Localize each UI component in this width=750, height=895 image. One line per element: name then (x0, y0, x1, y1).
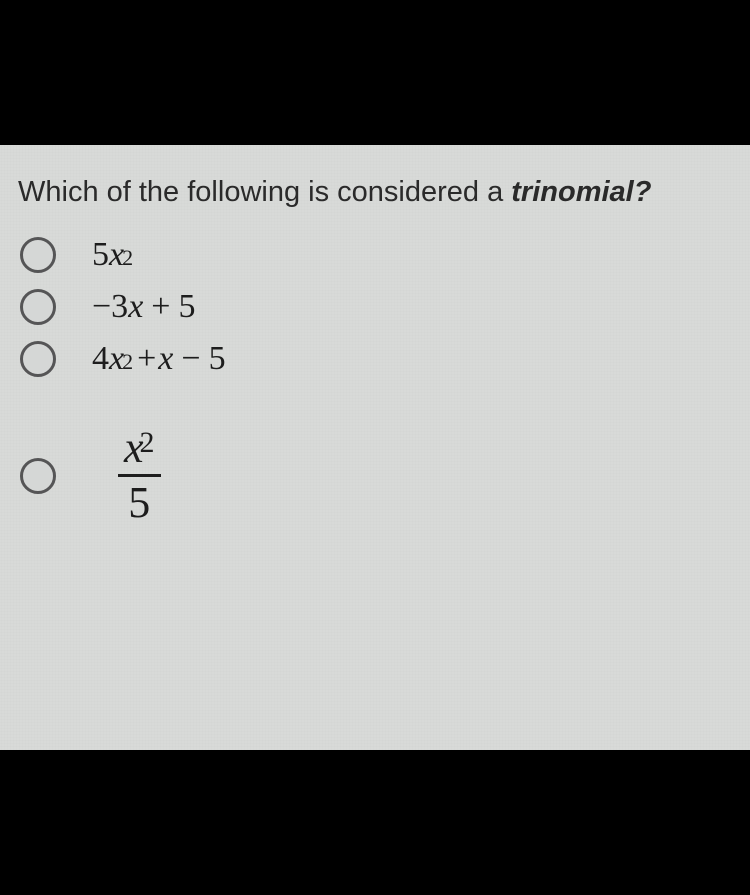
coef: 4 (92, 340, 109, 378)
plus-op: + (137, 340, 156, 378)
radio-button-4[interactable] (20, 458, 56, 494)
numerator: x2 (118, 426, 161, 474)
options-list: 5x2 −3x+5 4x2+x−5 x2 5 (18, 236, 732, 525)
option-4[interactable]: x2 5 (20, 426, 732, 525)
var-x: x (128, 288, 143, 326)
question-keyword: trinomial? (511, 176, 651, 208)
plus-op: + (151, 288, 170, 326)
fraction: x2 5 (118, 426, 161, 525)
exponent: 2 (140, 428, 155, 458)
radio-button-3[interactable] (20, 341, 56, 377)
coef: 5 (92, 236, 109, 274)
minus-op: − (181, 340, 200, 378)
question-prefix: Which of the following is considered a (18, 176, 511, 208)
option-1-math: 5x2 (92, 236, 133, 274)
denominator: 5 (128, 477, 150, 525)
option-2[interactable]: −3x+5 (20, 288, 732, 326)
var-x: x (158, 340, 173, 378)
option-2-math: −3x+5 (92, 288, 195, 326)
const: 5 (209, 340, 226, 378)
coef: −3 (92, 288, 128, 326)
option-3[interactable]: 4x2+x−5 (20, 340, 732, 378)
radio-button-1[interactable] (20, 237, 56, 273)
question-text: Which of the following is considered a t… (18, 173, 732, 212)
option-1[interactable]: 5x2 (20, 236, 732, 274)
option-3-math: 4x2+x−5 (92, 340, 226, 378)
option-4-math: x2 5 (92, 426, 161, 525)
const: 5 (178, 288, 195, 326)
question-panel: Which of the following is considered a t… (0, 145, 750, 750)
radio-button-2[interactable] (20, 289, 56, 325)
